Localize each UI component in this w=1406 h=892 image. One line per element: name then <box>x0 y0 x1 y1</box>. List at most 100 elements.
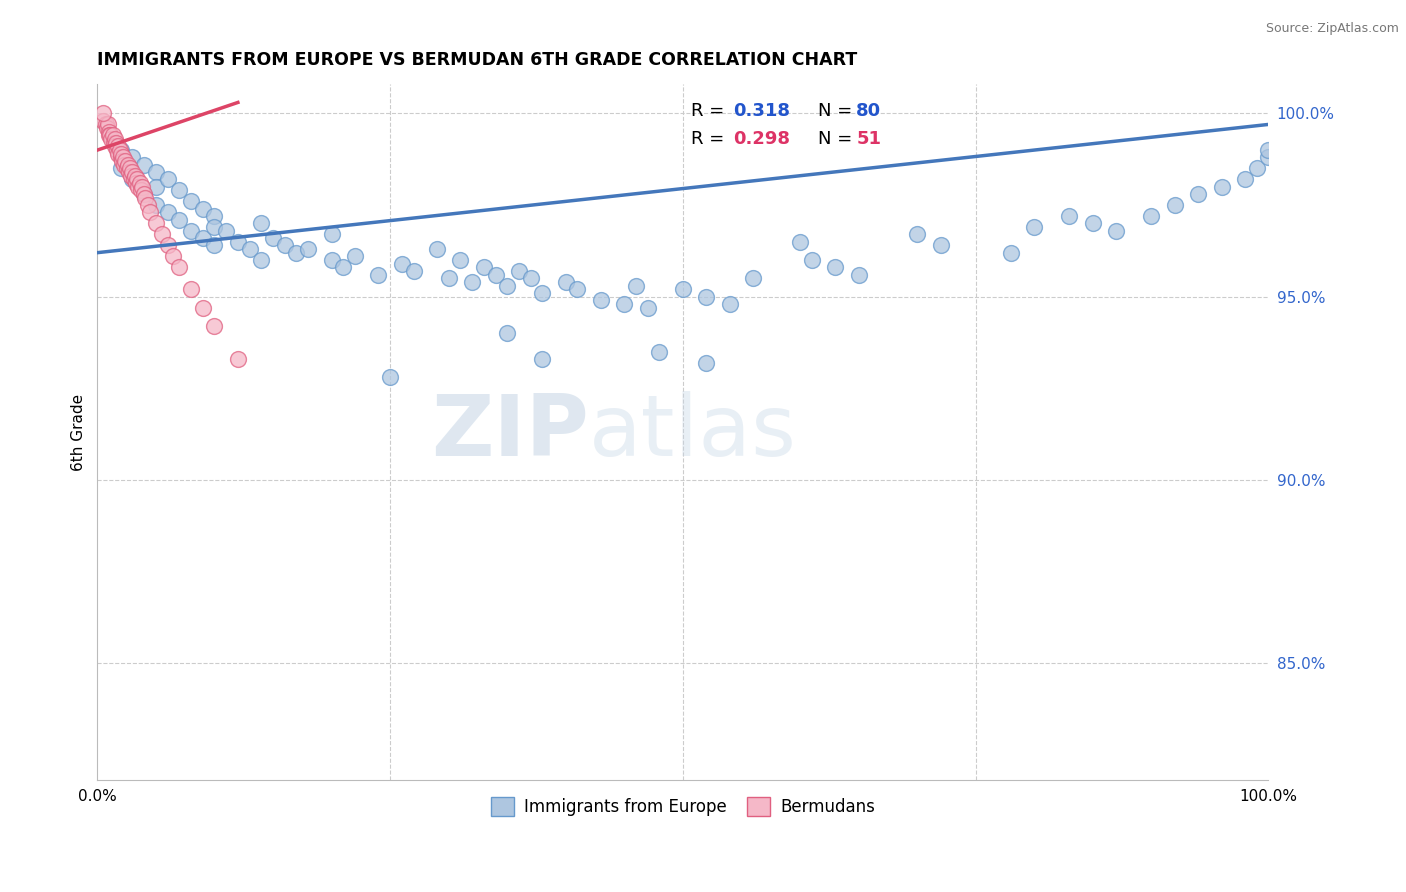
Point <box>134 158 156 172</box>
Point <box>789 235 811 249</box>
Point <box>426 242 449 256</box>
Point <box>128 176 150 190</box>
Point <box>104 132 127 146</box>
Point <box>191 301 214 315</box>
Point <box>169 212 191 227</box>
Point <box>672 282 695 296</box>
Point <box>1081 216 1104 230</box>
Point <box>1000 245 1022 260</box>
Point <box>115 161 138 176</box>
Legend: Immigrants from Europe, Bermudans: Immigrants from Europe, Bermudans <box>482 789 883 824</box>
Point <box>103 136 125 150</box>
Point <box>169 260 191 275</box>
Point <box>101 128 124 143</box>
Text: 80: 80 <box>856 103 882 120</box>
Point <box>332 260 354 275</box>
Point <box>91 106 114 120</box>
Text: N =: N = <box>817 130 858 148</box>
Point <box>519 271 541 285</box>
Point <box>695 355 717 369</box>
Point <box>169 183 191 197</box>
Point <box>472 260 495 275</box>
Point <box>124 169 146 183</box>
Point <box>742 271 765 285</box>
Text: N =: N = <box>817 103 858 120</box>
Point <box>97 117 120 131</box>
Text: atlas: atlas <box>589 391 797 474</box>
Text: Source: ZipAtlas.com: Source: ZipAtlas.com <box>1265 22 1399 36</box>
Point <box>531 285 554 300</box>
Point <box>484 268 506 282</box>
Point <box>1024 220 1046 235</box>
Point <box>134 191 156 205</box>
Point <box>98 125 121 139</box>
Point <box>96 121 118 136</box>
Point <box>120 169 142 183</box>
Point <box>145 165 167 179</box>
Point <box>226 351 249 366</box>
Point <box>129 183 152 197</box>
Point <box>98 128 121 143</box>
Point <box>110 161 132 176</box>
Point <box>262 231 284 245</box>
Point <box>226 235 249 249</box>
Point <box>239 242 262 256</box>
Point <box>112 150 135 164</box>
Point <box>461 275 484 289</box>
Text: IMMIGRANTS FROM EUROPE VS BERMUDAN 6TH GRADE CORRELATION CHART: IMMIGRANTS FROM EUROPE VS BERMUDAN 6TH G… <box>97 51 858 69</box>
Point <box>929 238 952 252</box>
Point <box>112 158 135 172</box>
Point <box>114 154 136 169</box>
Point <box>531 351 554 366</box>
Point <box>274 238 297 252</box>
Point <box>145 179 167 194</box>
Point <box>1140 209 1163 223</box>
Point <box>343 249 366 263</box>
Point <box>107 139 129 153</box>
Point <box>637 301 659 315</box>
Point <box>105 143 128 157</box>
Point <box>107 146 129 161</box>
Point <box>121 165 143 179</box>
Point <box>391 257 413 271</box>
Point <box>589 293 612 308</box>
Point <box>437 271 460 285</box>
Point <box>104 139 127 153</box>
Point <box>94 117 117 131</box>
Point <box>91 113 114 128</box>
Point <box>134 187 156 202</box>
Point <box>180 224 202 238</box>
Point <box>250 216 273 230</box>
Point <box>156 205 179 219</box>
Y-axis label: 6th Grade: 6th Grade <box>72 393 86 471</box>
Point <box>848 268 870 282</box>
Point <box>110 150 132 164</box>
Point <box>1105 224 1128 238</box>
Point <box>100 132 122 146</box>
Point <box>117 158 139 172</box>
Point <box>134 187 156 202</box>
Point <box>297 242 319 256</box>
Point <box>145 198 167 212</box>
Point <box>321 252 343 267</box>
Point <box>121 150 143 164</box>
Point <box>191 231 214 245</box>
Point <box>1246 161 1268 176</box>
Point <box>105 136 128 150</box>
Point <box>695 290 717 304</box>
Point <box>402 264 425 278</box>
Point <box>131 179 153 194</box>
Point <box>204 238 226 252</box>
Point <box>125 176 148 190</box>
Point <box>156 172 179 186</box>
Point <box>122 172 145 186</box>
Point <box>824 260 846 275</box>
Text: 51: 51 <box>856 130 882 148</box>
Point <box>567 282 589 296</box>
Point <box>136 198 159 212</box>
Point <box>1164 198 1187 212</box>
Text: 0.318: 0.318 <box>734 103 790 120</box>
Point <box>1257 150 1279 164</box>
Point <box>367 268 389 282</box>
Point <box>145 216 167 230</box>
